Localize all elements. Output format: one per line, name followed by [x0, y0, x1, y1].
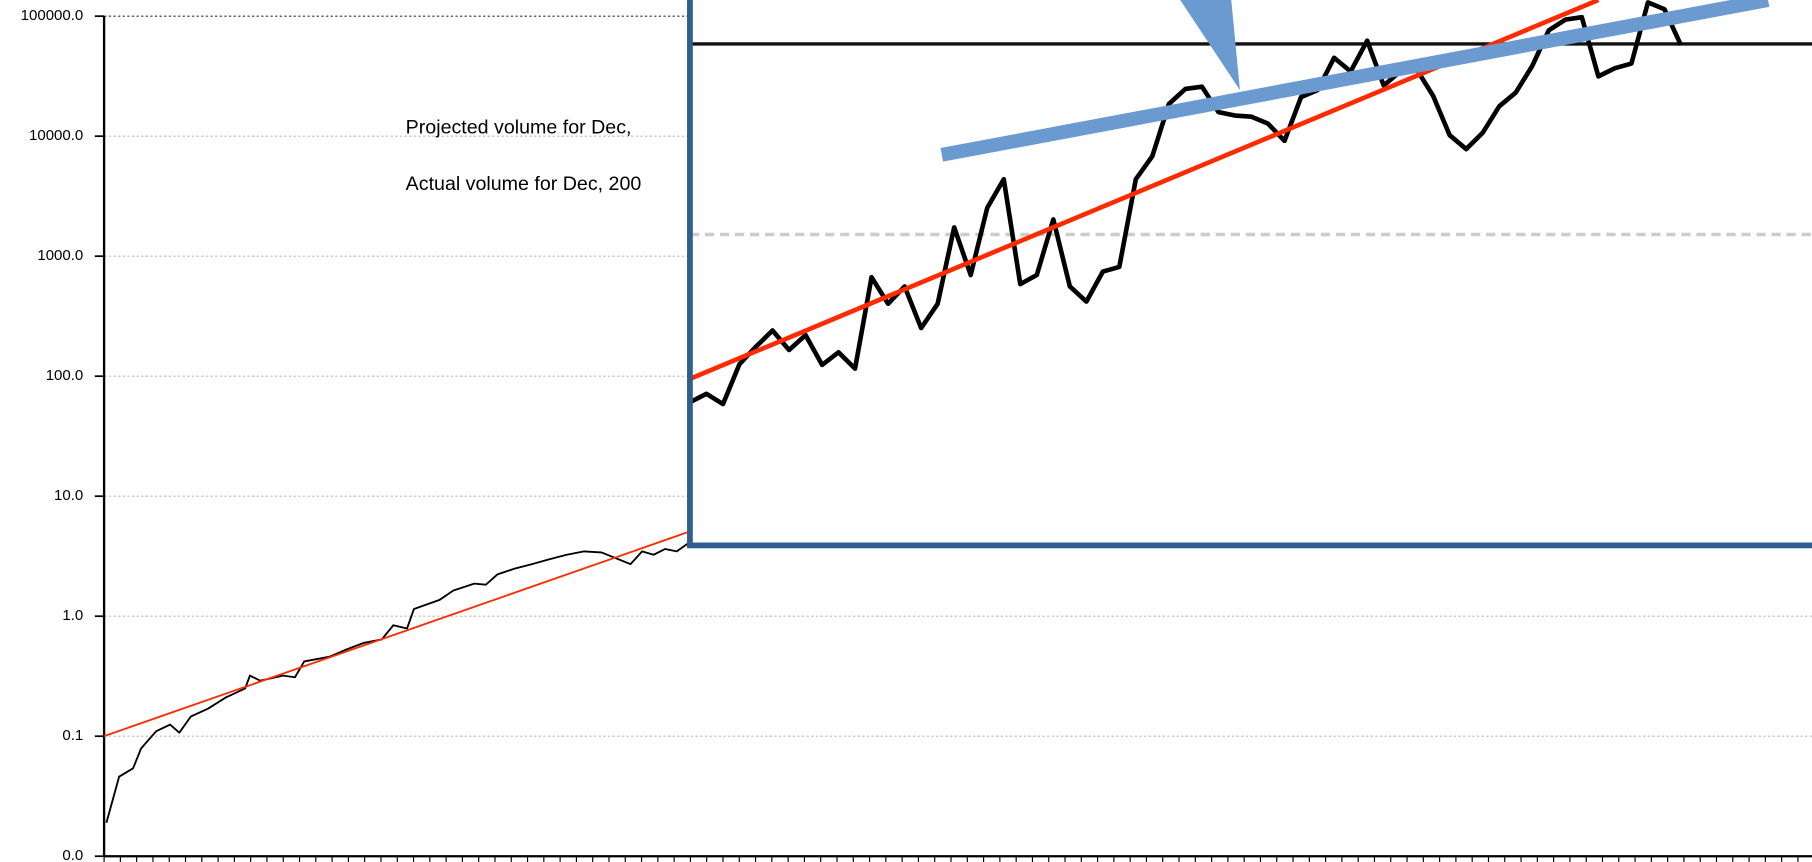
data-line: [689, 0, 1683, 407]
data-line: [105, 542, 689, 823]
annotation: Projected volume for Dec,: [406, 116, 632, 138]
y-tick-label: 1.0: [62, 607, 83, 624]
callout-line: [940, 0, 1770, 162]
y-tick-label: 10.0: [54, 487, 83, 504]
annotation: Actual volume for Dec, 200: [406, 173, 642, 195]
y-tick-label: 100.0: [46, 367, 84, 384]
inset-background: [689, 0, 1812, 546]
inset-chart: [687, 0, 1812, 549]
y-tick-label: 0.1: [62, 727, 83, 744]
y-tick-label: 10000.0: [29, 127, 83, 144]
y-tick-label: 0.0: [62, 847, 83, 862]
inset-border: [687, 0, 1812, 549]
data-line: [103, 530, 691, 738]
y-tick-label: 1000.0: [37, 247, 83, 264]
y-tick-label: 100000.0: [21, 7, 84, 24]
